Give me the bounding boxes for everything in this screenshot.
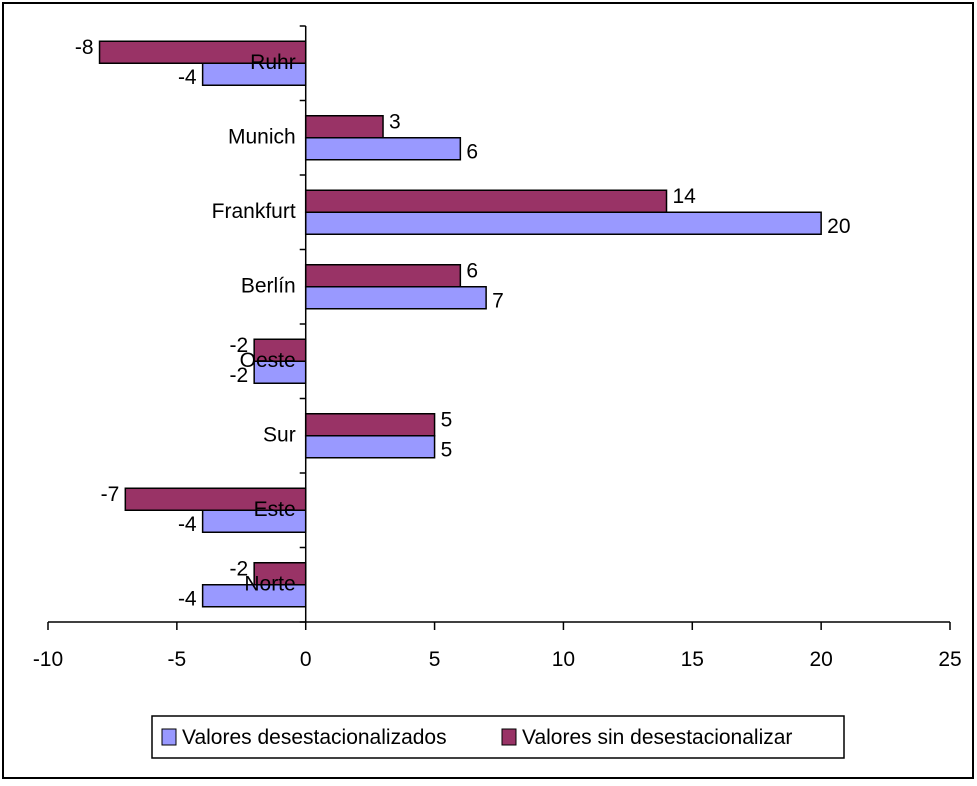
bar-munich-series-1 (304, 115, 384, 139)
x-tick-label-25: 25 (938, 648, 961, 671)
data-label-oeste-series-2: -2 (229, 364, 248, 387)
legend-swatch-1 (161, 728, 177, 746)
data-label-oeste-series-1: -2 (229, 334, 248, 357)
category-labels-layer: Ruhr Munich Frankfurt Berlín Oeste Sur Este Nor… (212, 51, 296, 596)
legend-box (151, 715, 845, 759)
data-label-frankfurt-series-2: 20 (827, 215, 850, 238)
x-tick-label-10: 10 (552, 648, 575, 671)
x-tick-label-15: 15 (681, 648, 704, 671)
category-label-este: Este (254, 498, 296, 521)
category-label-ruhr: Ruhr (250, 51, 296, 74)
category-label-sur: Sur (263, 423, 296, 446)
bar-munich-series-2 (304, 137, 462, 161)
data-label-norte-series-2: -4 (178, 587, 197, 610)
x-tick-label-0: 0 (300, 648, 312, 671)
bar-berlin-series-1 (304, 264, 462, 288)
x-tick-label-minus-5: -5 (168, 648, 187, 671)
data-label-berlin-series-2: 7 (492, 289, 504, 312)
category-label-frankfurt: Frankfurt (212, 200, 296, 223)
data-label-este-series-1: -7 (101, 483, 120, 506)
bar-frankfurt-series-2 (304, 211, 822, 235)
data-label-ruhr-series-1: -8 (75, 36, 94, 59)
category-label-berlin: Berlín (241, 274, 296, 297)
data-label-munich-series-1: 3 (389, 110, 401, 133)
legend-label-1: Valores desestacionalizados (182, 726, 447, 749)
data-label-sur-series-1: 5 (441, 408, 453, 431)
bar-frankfurt-series-1 (304, 189, 668, 213)
bars-layer (98, 40, 822, 608)
bar-sur-series-1 (304, 413, 436, 437)
bar-sur-series-2 (304, 435, 436, 459)
data-label-sur-series-2: 5 (441, 438, 453, 461)
category-label-norte: Norte (244, 572, 295, 595)
x-tick-label-20: 20 (809, 648, 832, 671)
bar-berlin-series-2 (304, 286, 487, 310)
data-label-berlin-series-1: 6 (466, 259, 478, 282)
category-label-oeste: Oeste (240, 349, 296, 372)
axes-layer: -10 -5 0 5 10 15 20 25 (33, 25, 962, 671)
legend-swatch-2 (501, 728, 517, 746)
data-label-ruhr-series-2: -4 (178, 66, 197, 89)
x-tick-label-5: 5 (429, 648, 441, 671)
category-label-munich: Munich (228, 125, 296, 148)
legend-label-2: Valores sin desestacionalizar (522, 726, 792, 749)
legend: Valores desestacionalizados Valores sin d… (151, 715, 845, 759)
x-tick-label-minus-10: -10 (33, 648, 63, 671)
data-label-norte-series-1: -2 (229, 557, 248, 580)
data-label-frankfurt-series-1: 14 (673, 185, 697, 208)
data-label-munich-series-2: 6 (466, 140, 478, 163)
data-label-este-series-2: -4 (178, 513, 197, 536)
